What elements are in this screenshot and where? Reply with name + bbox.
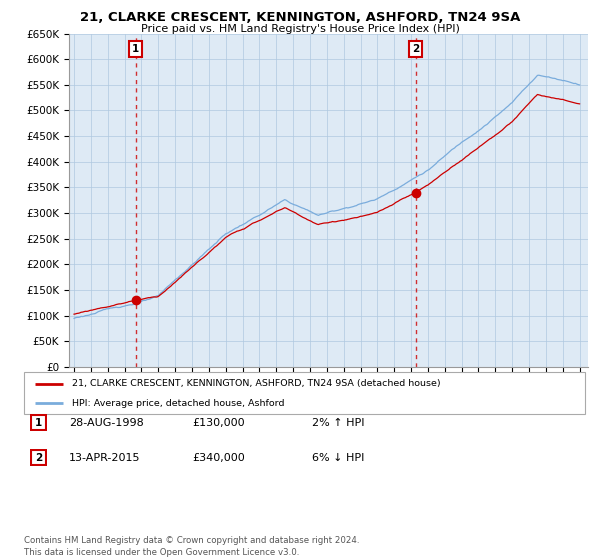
Text: 6% ↓ HPI: 6% ↓ HPI xyxy=(312,452,364,463)
Text: Contains HM Land Registry data © Crown copyright and database right 2024.
This d: Contains HM Land Registry data © Crown c… xyxy=(24,536,359,557)
FancyBboxPatch shape xyxy=(24,372,585,414)
FancyBboxPatch shape xyxy=(31,450,46,465)
Text: HPI: Average price, detached house, Ashford: HPI: Average price, detached house, Ashf… xyxy=(71,399,284,408)
Text: 28-AUG-1998: 28-AUG-1998 xyxy=(69,418,144,428)
FancyBboxPatch shape xyxy=(31,416,46,430)
Text: 1: 1 xyxy=(132,44,139,54)
Text: 21, CLARKE CRESCENT, KENNINGTON, ASHFORD, TN24 9SA: 21, CLARKE CRESCENT, KENNINGTON, ASHFORD… xyxy=(80,11,520,24)
Text: £130,000: £130,000 xyxy=(192,418,245,428)
Text: 2: 2 xyxy=(35,452,42,463)
Text: £340,000: £340,000 xyxy=(192,452,245,463)
Text: 2% ↑ HPI: 2% ↑ HPI xyxy=(312,418,365,428)
Text: 21, CLARKE CRESCENT, KENNINGTON, ASHFORD, TN24 9SA (detached house): 21, CLARKE CRESCENT, KENNINGTON, ASHFORD… xyxy=(71,379,440,388)
Text: 1: 1 xyxy=(35,418,42,428)
Text: Price paid vs. HM Land Registry's House Price Index (HPI): Price paid vs. HM Land Registry's House … xyxy=(140,24,460,34)
Text: 2: 2 xyxy=(412,44,419,54)
Text: 13-APR-2015: 13-APR-2015 xyxy=(69,452,140,463)
